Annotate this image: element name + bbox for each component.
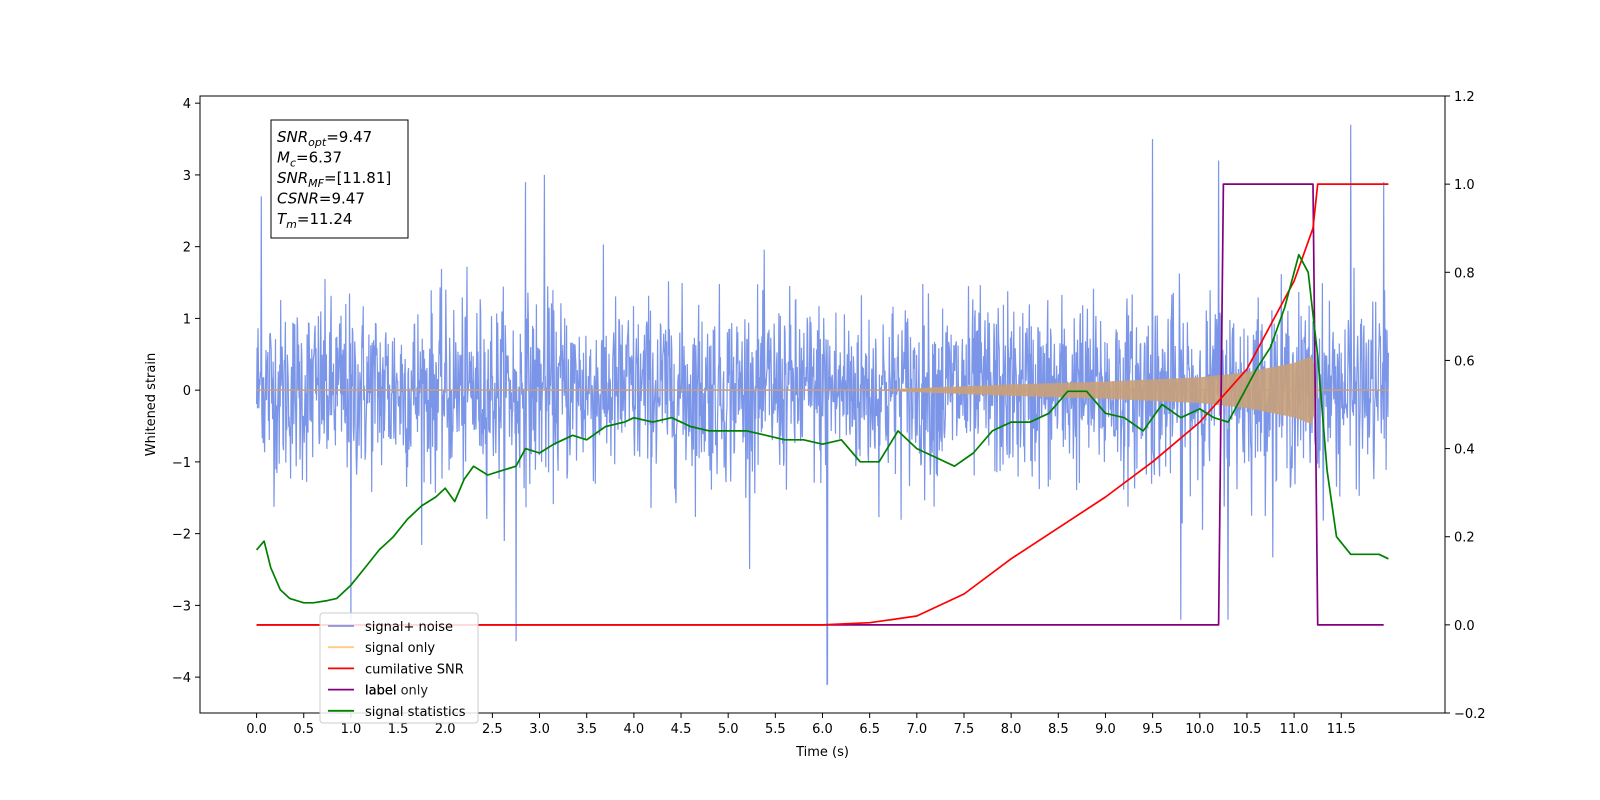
y-left-tick-label: 3 <box>183 169 191 184</box>
x-tick-label: 11.5 <box>1327 722 1356 737</box>
y-left-tick-label: −3 <box>172 599 191 614</box>
stats-line: Tm=11.24 <box>277 210 352 231</box>
x-axis-label: Time (s) <box>795 745 849 760</box>
legend-label: signal statistics <box>365 705 466 720</box>
x-tick-label: 3.5 <box>576 722 597 737</box>
x-tick-label: 8.5 <box>1048 722 1069 737</box>
x-tick-label: 8.0 <box>1001 722 1022 737</box>
x-tick-label: 5.5 <box>765 722 786 737</box>
legend-label: signal only <box>365 641 435 656</box>
stats-line: CSNR=9.47 <box>277 190 365 208</box>
y-left-tick-label: 1 <box>183 312 191 327</box>
x-tick-label: 10.0 <box>1185 722 1214 737</box>
x-tick-label: 6.5 <box>859 722 880 737</box>
y-right-tick-label: 0.0 <box>1454 619 1475 634</box>
y-left-tick-label: −1 <box>172 456 191 471</box>
legend-label: signal+ noise <box>365 620 453 635</box>
y-axis-left: −4 −3 −2 −1 0 1 2 3 4 <box>172 97 200 686</box>
x-tick-label: 10.5 <box>1232 722 1261 737</box>
legend-ghost-label: label only <box>365 684 428 699</box>
x-tick-label: 2.0 <box>435 722 456 737</box>
y-right-tick-label: 0.6 <box>1454 354 1475 369</box>
x-tick-label: 0.0 <box>246 722 267 737</box>
x-tick-label: 7.0 <box>906 722 927 737</box>
signal-noise-series <box>256 124 1389 685</box>
legend-label-top: label <box>365 684 396 699</box>
label-line <box>256 183 1384 626</box>
y-left-tick-label: 2 <box>183 241 191 256</box>
y-left-tick-label: 0 <box>183 384 191 399</box>
x-tick-label: 1.5 <box>388 722 409 737</box>
stats-line: SNRMF=[11.81] <box>277 169 391 190</box>
y-axis-label-left: Whitened strain <box>144 353 159 456</box>
y-right-tick-label: 0.8 <box>1454 266 1475 281</box>
y-left-tick-label: −2 <box>172 528 191 543</box>
y-right-tick-label: 1.2 <box>1454 90 1475 105</box>
stats-annotation-box: SNRopt=9.47Mc=6.37SNRMF=[11.81]CSNR=9.47… <box>270 119 409 239</box>
x-tick-label: 1.0 <box>341 722 362 737</box>
stats-line: SNRopt=9.47 <box>277 128 372 149</box>
x-tick-label: 2.5 <box>482 722 503 737</box>
y-right-tick-label: −0.2 <box>1454 707 1486 722</box>
y-right-tick-label: 1.0 <box>1454 178 1475 193</box>
stats-box-frame <box>270 119 409 239</box>
x-tick-label: 7.5 <box>954 722 975 737</box>
cumilative-snr-line <box>256 183 1389 626</box>
x-tick-label: 9.5 <box>1142 722 1163 737</box>
legend-label: cumilative SNR <box>365 662 464 677</box>
x-tick-label: 4.0 <box>624 722 645 737</box>
legend-label: label <box>365 684 396 699</box>
x-axis: 0.0 0.5 1.0 1.5 2.0 2.5 3.0 3.5 4.0 4.5 5.0 5.5 6.0 6… <box>246 713 1356 737</box>
y-axis-right: −0.2 0.0 0.2 0.4 0.6 0.8 1.0 1.2 <box>1445 90 1486 722</box>
x-tick-label: 6.0 <box>812 722 833 737</box>
right-axis-series <box>255 183 1389 626</box>
x-tick-label: 3.0 <box>529 722 550 737</box>
x-tick-label: 4.5 <box>671 722 692 737</box>
x-tick-label: 11.0 <box>1280 722 1309 737</box>
x-tick-label: 0.5 <box>293 722 314 737</box>
stats-line: Mc=6.37 <box>277 149 342 170</box>
signal-noise-line <box>256 124 1389 685</box>
x-tick-label: 9.0 <box>1095 722 1116 737</box>
legend-frame <box>319 612 479 724</box>
x-tick-label: 5.0 <box>718 722 739 737</box>
legend: signal+ noise signal only cumilative SNR la… <box>319 612 479 724</box>
signal-statistics-line <box>255 253 1389 604</box>
y-right-tick-label: 0.2 <box>1454 531 1475 546</box>
y-left-tick-label: −4 <box>172 671 191 686</box>
signal-only-series <box>256 356 1389 425</box>
y-left-tick-label: 4 <box>183 97 191 112</box>
y-right-tick-label: 0.4 <box>1454 443 1475 458</box>
